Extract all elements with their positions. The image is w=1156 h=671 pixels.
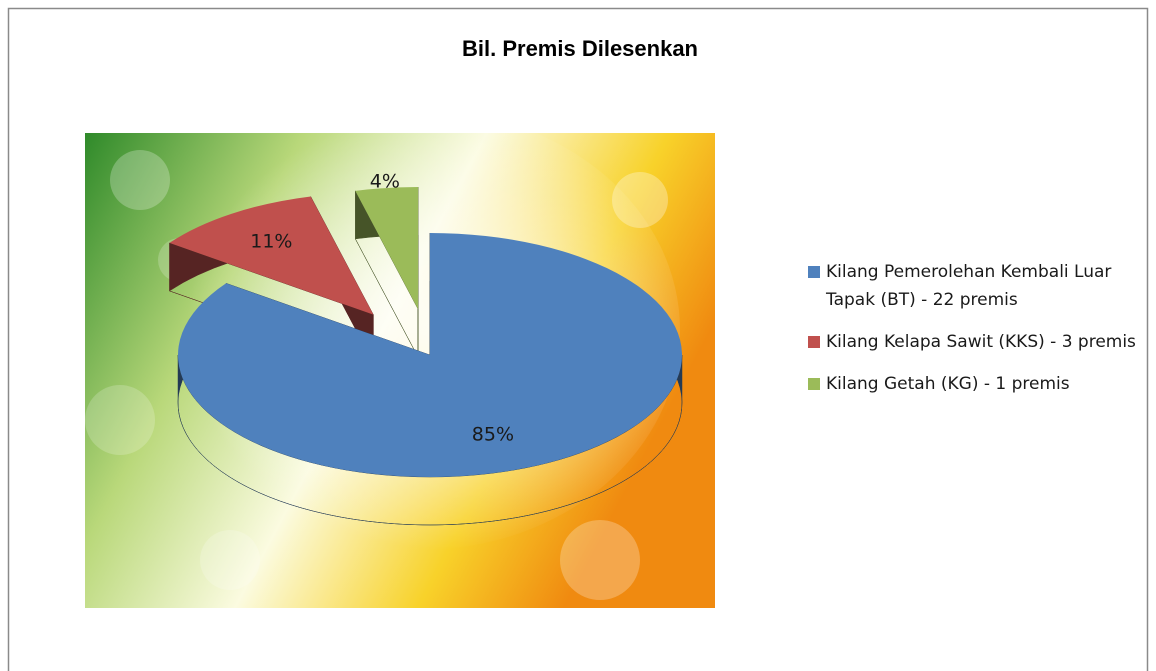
- chart-title: Bil. Premis Dilesenkan: [462, 36, 698, 61]
- legend-swatch: [808, 378, 820, 390]
- legend-entry: Kilang Pemerolehan Kembali Luar Tapak (B…: [808, 258, 1136, 314]
- legend-entry: Kilang Getah (KG) - 1 premis: [808, 370, 1136, 398]
- page: Bil. Premis Dilesenkan 85% 11% 4% Kilang P…: [0, 0, 1156, 671]
- legend-label: Kilang Getah (KG) - 1 premis: [826, 374, 1070, 394]
- data-label: 4%: [370, 170, 400, 192]
- legend-entry: Kilang Kelapa Sawit (KKS) - 3 premis: [808, 328, 1136, 356]
- legend: Kilang Pemerolehan Kembali Luar Tapak (B…: [808, 258, 1156, 412]
- legend-swatch: [808, 336, 820, 348]
- legend-label: Kilang Kelapa Sawit (KKS) - 3 premis: [826, 332, 1136, 352]
- data-label: 85%: [472, 423, 514, 445]
- legend-label: Kilang Pemerolehan Kembali Luar Tapak (B…: [826, 262, 1111, 310]
- legend-swatch: [808, 266, 820, 278]
- data-label: 11%: [250, 230, 292, 252]
